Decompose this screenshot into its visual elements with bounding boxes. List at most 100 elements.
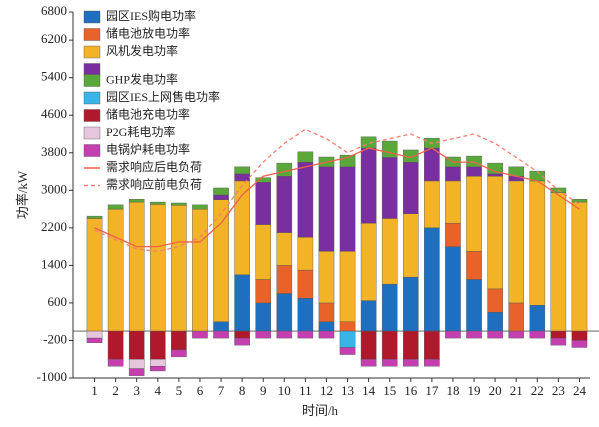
bar-segment [339, 154, 356, 168]
legend-label: 电锅炉耗电功率 [106, 141, 190, 156]
bar-segment [107, 204, 124, 210]
bar-segment [424, 330, 440, 360]
bar-segment [255, 224, 271, 280]
bar-segment [276, 293, 293, 332]
bar-segment [86, 215, 103, 219]
bar-segment [128, 201, 145, 332]
y-tick-label: 6200 [41, 31, 67, 46]
bar-segment [339, 330, 356, 348]
legend-label: 园区IES上网售电功率 [106, 89, 220, 104]
bar-segment [445, 166, 461, 182]
legend-label: 风机发电功率 [106, 43, 178, 58]
bar-segment [381, 157, 398, 219]
bar-segment [381, 359, 398, 367]
bar-segment [318, 166, 335, 252]
bar-segment [213, 321, 229, 332]
bar-segment [466, 166, 482, 177]
legend-label: GHP发电功率 [106, 71, 178, 86]
bar-segment [445, 222, 461, 247]
x-tick-label: 1 [91, 383, 98, 398]
bar-segment [192, 204, 208, 210]
bar-segment [234, 166, 250, 175]
bar-segment [466, 330, 482, 339]
legend-swatch [83, 28, 101, 41]
x-tick-label: 6 [197, 383, 204, 398]
legend-swatch [83, 126, 101, 140]
bar-segment [213, 199, 229, 322]
bar-segment [297, 151, 314, 163]
bar-segment [128, 359, 145, 369]
y-tick-label: 6800 [41, 3, 67, 18]
bar-segment [339, 347, 356, 355]
bar-segment [297, 298, 314, 332]
line-series [94, 128, 580, 252]
bar-segment [339, 166, 356, 252]
bar-segment [234, 337, 250, 346]
bar-segment [508, 302, 524, 332]
bar-segment [508, 180, 524, 304]
bar-segment [360, 359, 377, 367]
bar-segment [318, 330, 335, 339]
legend-label: 需求响应前电负荷 [106, 176, 202, 191]
bar-segment [171, 330, 187, 351]
x-tick-label: 3 [133, 383, 140, 398]
x-tick-label: 11 [299, 383, 312, 398]
bar-segment [255, 330, 271, 339]
x-tick-label: 12 [320, 383, 333, 398]
legend-swatch [83, 109, 101, 122]
x-tick-label: 5 [176, 383, 183, 398]
bar-segment [487, 330, 503, 339]
y-tick-label: 5400 [41, 69, 67, 84]
bar-segment [213, 187, 229, 196]
bar-segment [150, 359, 166, 367]
bar-segment [381, 218, 398, 285]
bar-segment [318, 251, 335, 304]
bar-segment [276, 265, 293, 294]
y-tick-label: 3800 [41, 144, 67, 159]
x-tick-label: 15 [383, 383, 396, 398]
legend-swatch [83, 74, 101, 87]
bar-segment [107, 359, 124, 367]
x-tick-label: 10 [278, 383, 291, 398]
bar-segment [255, 302, 271, 332]
bar-segment [128, 368, 145, 376]
bar-segment [487, 312, 503, 332]
legend-label: 园区IES购电功率 [106, 8, 196, 23]
bar-segment [276, 232, 293, 266]
x-tick-label: 14 [362, 383, 376, 398]
bar-segment [86, 218, 103, 332]
y-tick-label: 1400 [41, 256, 67, 271]
bar-segment [466, 176, 482, 252]
x-tick-label: 16 [404, 383, 418, 398]
bar-segment [466, 251, 482, 280]
legend-label: 需求响应后电负荷 [106, 159, 202, 174]
bar-segment [445, 246, 461, 332]
bar-segment [171, 205, 187, 332]
bar-segment [150, 366, 166, 372]
bar-segment [487, 176, 503, 290]
bar-segment [360, 147, 377, 224]
bar-segment [297, 269, 314, 299]
x-tick-label: 4 [155, 383, 162, 398]
bar-segment [318, 321, 335, 332]
bar-segment [234, 330, 250, 339]
bar-segment [128, 330, 145, 360]
bar-segment [276, 162, 293, 177]
bar-segment [445, 330, 461, 339]
bar-segment [234, 173, 250, 182]
legend-label: 储电池放电功率 [106, 25, 190, 40]
x-tick-label: 18 [446, 383, 459, 398]
bar-segment [529, 305, 546, 332]
bar-segment [339, 321, 356, 332]
bar-segment [318, 302, 335, 322]
x-tick-label: 17 [425, 383, 439, 398]
bar-segment [128, 199, 145, 203]
bar-segment [424, 180, 440, 229]
legend-swatch [83, 91, 101, 105]
y-axis-label: 功率/kW [15, 170, 30, 219]
bar-segment [360, 222, 377, 301]
legend-swatch [83, 10, 101, 24]
bar-segment [213, 194, 229, 200]
bar-segment [424, 227, 440, 332]
legend-label: P2G耗电功率 [106, 124, 175, 139]
